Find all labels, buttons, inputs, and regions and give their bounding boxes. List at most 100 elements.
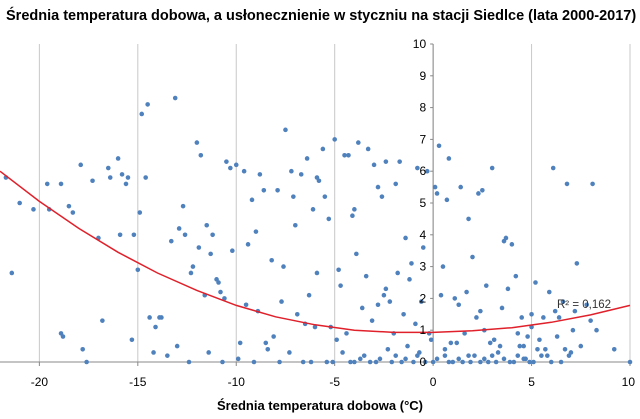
data-point [546, 289, 552, 295]
data-point [237, 340, 243, 346]
data-point [395, 270, 400, 276]
data-point [352, 359, 357, 365]
data-point [336, 267, 341, 273]
data-point [564, 181, 570, 187]
data-point [521, 343, 526, 349]
data-point [485, 359, 491, 365]
data-point [279, 299, 284, 304]
data-point [66, 203, 72, 209]
grid-lines [38, 44, 631, 362]
data-point [438, 292, 444, 298]
data-point [312, 324, 318, 330]
data-point [491, 337, 497, 343]
data-point [263, 340, 269, 346]
data-point [330, 359, 336, 365]
data-point [105, 165, 111, 171]
data-point [306, 292, 312, 298]
data-point [188, 270, 194, 276]
data-point [210, 232, 215, 238]
data-point [446, 156, 452, 161]
x-tick-label: -20 [31, 375, 49, 389]
data-point [541, 315, 546, 320]
data-point [456, 302, 462, 308]
data-points [3, 95, 633, 365]
data-point [58, 181, 64, 187]
data-point [277, 359, 282, 365]
data-point [489, 165, 495, 171]
data-point [310, 207, 316, 212]
data-point [482, 356, 487, 362]
y-tick-label: 4 [419, 228, 426, 242]
data-point [377, 356, 383, 362]
data-point [574, 261, 580, 266]
data-point [560, 299, 566, 304]
data-point [186, 359, 192, 365]
data-point [424, 168, 430, 174]
data-point [291, 194, 296, 199]
data-point [139, 111, 145, 117]
data-point [281, 264, 286, 269]
y-tick-label: 2 [419, 291, 426, 305]
data-point [383, 159, 389, 164]
data-point [411, 359, 416, 365]
data-point [466, 353, 471, 358]
data-point [552, 308, 558, 314]
data-point [224, 159, 229, 164]
data-point [517, 343, 523, 349]
data-point [107, 175, 113, 180]
data-point [584, 302, 589, 308]
data-point [153, 324, 158, 330]
data-point [369, 318, 375, 323]
data-point [332, 137, 337, 142]
data-point [519, 315, 525, 320]
axes [0, 43, 631, 366]
data-point [198, 153, 204, 158]
data-point [220, 359, 225, 365]
data-point [594, 327, 599, 333]
data-point [513, 273, 519, 279]
data-point [537, 337, 542, 343]
data-point [151, 350, 156, 355]
data-point [182, 232, 188, 238]
r-squared-label: R² = 0,162 [557, 299, 611, 311]
data-point [397, 159, 402, 164]
data-point [31, 207, 36, 212]
data-point [235, 356, 241, 362]
data-point [403, 235, 408, 241]
y-tick-label: 7 [419, 132, 426, 146]
data-point [434, 191, 440, 196]
x-tick-label: 5 [528, 375, 535, 389]
data-point [462, 331, 467, 336]
data-point [78, 162, 84, 168]
data-point [204, 222, 210, 228]
data-point [556, 315, 562, 320]
data-point [90, 178, 95, 184]
data-point [249, 197, 255, 203]
data-point [298, 172, 304, 177]
y-tick-label: 6 [419, 164, 426, 178]
data-point [123, 181, 129, 187]
data-point [409, 261, 414, 266]
data-point [420, 245, 426, 250]
y-tick-label: 10 [413, 37, 427, 51]
data-point [293, 222, 298, 228]
data-point [230, 248, 235, 253]
data-point [356, 140, 361, 145]
data-point [206, 350, 211, 355]
data-point [545, 353, 550, 358]
data-point [287, 350, 292, 355]
y-tick-label: 1 [419, 323, 426, 337]
data-point [322, 194, 328, 199]
data-point [525, 334, 530, 339]
data-point [100, 318, 105, 323]
data-point [468, 359, 473, 365]
data-point [403, 356, 408, 362]
trendline-group: R² = 0,162 [0, 170, 631, 334]
data-point [233, 162, 239, 168]
x-tick-label: -10 [228, 375, 246, 389]
data-point [294, 312, 300, 317]
data-point [442, 346, 448, 352]
data-point [367, 359, 373, 365]
data-point [373, 359, 379, 365]
